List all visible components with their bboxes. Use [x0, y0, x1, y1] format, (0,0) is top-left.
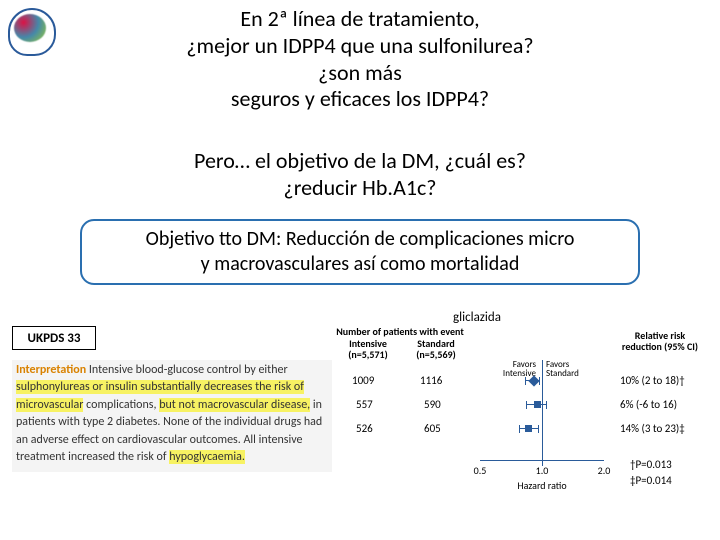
p-value-1: †P=0.013: [630, 458, 672, 471]
interp-part-1: Intensive blood-glucose control by eithe…: [86, 363, 288, 377]
header-rr: Relative riskreduction (95% CI): [612, 330, 708, 352]
tick-label: 1.0: [536, 464, 549, 477]
interpretation-text: Interpretation Intensive blood-glucose c…: [12, 360, 332, 472]
favors-standard: Favors Standard: [546, 360, 590, 379]
cell-intensive: 557: [356, 398, 373, 411]
cell-rr: 6% (-6 to 16): [620, 398, 677, 411]
question-line-2: ¿reducir Hb.A1c?: [0, 175, 720, 202]
cell-rr: 10% (2 to 18)†: [620, 374, 685, 387]
p-value-2: ‡P=0.014: [630, 474, 672, 487]
title-line-3: ¿son más: [0, 60, 720, 87]
header-intensive: Intensive(n=5,571): [338, 338, 398, 360]
cell-intensive: 1009: [352, 374, 374, 387]
cell-intensive: 526: [356, 422, 373, 435]
ci-line: [526, 404, 547, 405]
title-line-4: seguros y eficaces los IDPP4?: [0, 86, 720, 113]
question-block: Pero… el objetivo de la DM, ¿cuál es? ¿r…: [0, 148, 720, 202]
forest-plot: Number of patients with event Intensive(…: [330, 326, 710, 520]
pill-line-1: Objetivo tto DM: Reducción de complicaci…: [96, 227, 624, 252]
title-block: En 2ª línea de tratamiento, ¿mejor un ID…: [0, 6, 720, 113]
interp-part-2: complications,: [83, 398, 159, 412]
gliclazida-label: gliclazida: [453, 310, 501, 325]
x-axis: [480, 460, 604, 461]
ukpds-label: UKPDS 33: [12, 326, 96, 350]
tick-label: 0.5: [474, 464, 487, 477]
header-standard: Standard(n=5,569): [406, 338, 466, 360]
axis-title: Hazard ratio: [517, 479, 566, 492]
interpretation-label: Interpretation: [16, 363, 86, 377]
favors-intensive: Favors Intensive: [496, 360, 536, 379]
tick-label: 2.0: [598, 464, 611, 477]
ci-line: [519, 428, 539, 429]
title-line-2: ¿mejor un IDPP4 que una sulfonilurea?: [0, 33, 720, 60]
center-line: [542, 360, 543, 466]
title-line-1: En 2ª línea de tratamiento,: [0, 6, 720, 33]
forest-plot-area: Favors Intensive Favors Standard 0.5 1.0…: [480, 366, 604, 466]
ci-line: [525, 380, 540, 381]
cell-standard: 605: [424, 422, 441, 435]
pill-line-2: y macrovasculares así como mortalidad: [96, 252, 624, 277]
interp-highlight-2: but not macrovascular disease,: [159, 398, 310, 412]
objective-pill: Objetivo tto DM: Reducción de complicaci…: [80, 219, 640, 285]
cell-standard: 590: [424, 398, 441, 411]
cell-standard: 1116: [420, 374, 442, 387]
question-line-1: Pero… el objetivo de la DM, ¿cuál es?: [0, 148, 720, 175]
cell-rr: 14% (3 to 23)‡: [620, 422, 685, 435]
interp-highlight-3: hypoglycaemia.: [169, 450, 245, 464]
header-events: Number of patients with event: [330, 326, 470, 337]
